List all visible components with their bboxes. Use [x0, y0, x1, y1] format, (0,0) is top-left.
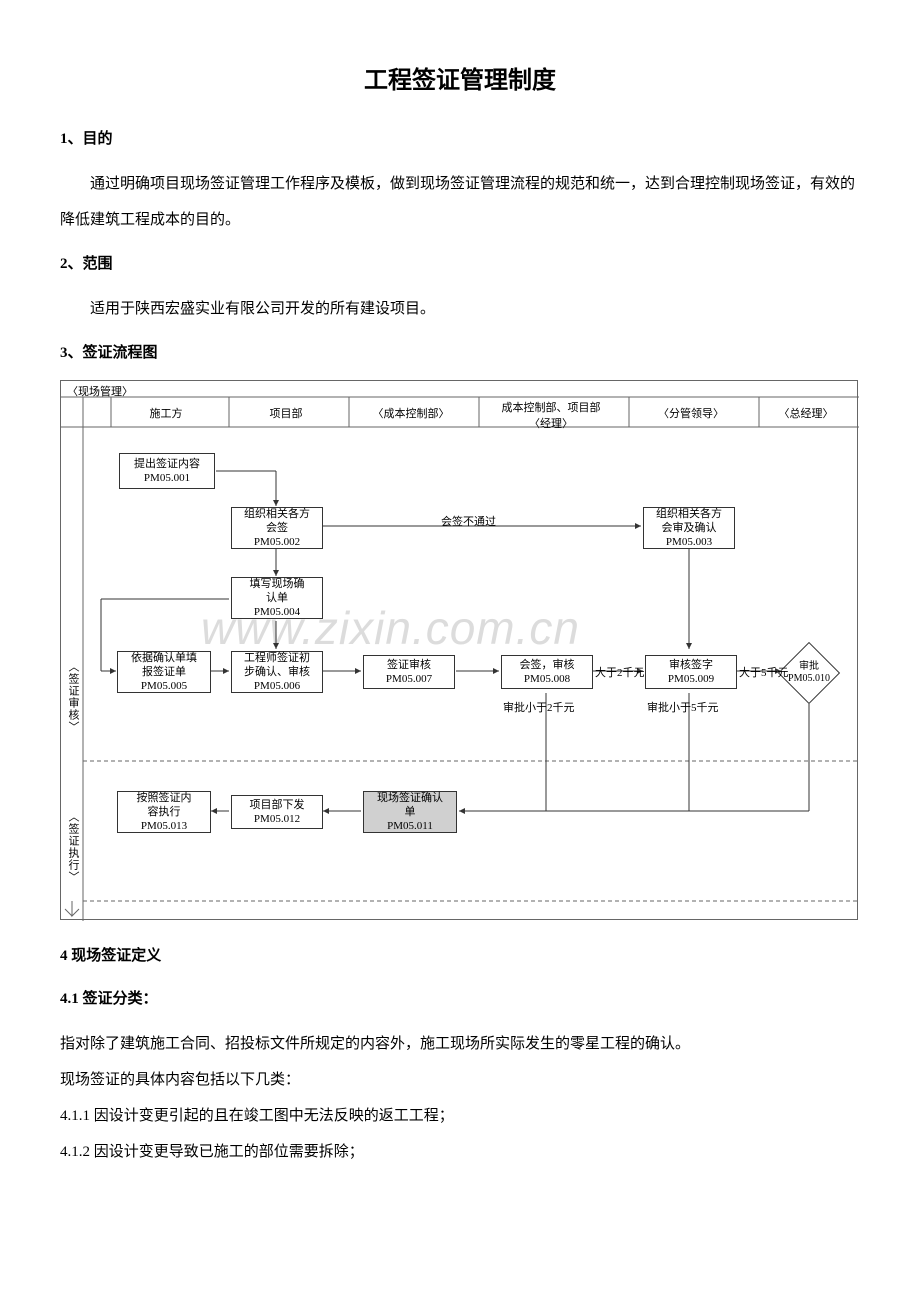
col-head-4: 成本控制部、项目部 〈经理〉 [481, 399, 621, 431]
node-pm05-012: 项目部下发 PM05.012 [231, 795, 323, 829]
node-code: PM05.013 [141, 819, 187, 833]
node-text: 单 [405, 805, 416, 819]
node-text: 认单 [266, 591, 288, 605]
section-4-1-1: 4.1.1 因设计变更引起的且在竣工图中无法反映的返工工程； [60, 1098, 860, 1134]
node-pm05-005: 依据确认单填 报签证单 PM05.005 [117, 651, 211, 693]
section-4-1-head: 4.1 签证分类： [60, 983, 860, 1016]
node-pm05-009: 审核签字 PM05.009 [645, 655, 737, 689]
node-text: 容执行 [148, 805, 181, 819]
section-1-head: 1、目的 [60, 123, 860, 156]
node-code: PM05.008 [524, 672, 570, 686]
node-pm05-003: 组织相关各方 会审及确认 PM05.003 [643, 507, 735, 549]
edge-label-lt5k: 审批小于5千元 [647, 699, 719, 715]
edge-label-fail: 会签不通过 [441, 513, 496, 529]
col-head-5: 〈分管领导〉 [631, 405, 751, 421]
node-pm05-010: 审批 PM05.010 [787, 651, 831, 695]
node-text: 提出签证内容 [134, 457, 200, 471]
col-head-1: 施工方 [111, 405, 221, 421]
node-text: 组织相关各方 [244, 507, 310, 521]
node-code: PM05.001 [144, 471, 190, 485]
node-code: PM05.011 [387, 819, 433, 833]
node-text: 会审及确认 [662, 521, 717, 535]
node-pm05-011: 现场签证确认 单 PM05.011 [363, 791, 457, 833]
node-code: PM05.007 [386, 672, 432, 686]
node-text: 步确认、审核 [244, 665, 310, 679]
node-pm05-013: 按照签证内 容执行 PM05.013 [117, 791, 211, 833]
node-text: 报签证单 [142, 665, 186, 679]
page-title: 工程签证管理制度 [60, 60, 860, 95]
row-label-1: 〈签证审核〉 [65, 661, 81, 733]
edge-label-gt5k: 大于5千元 [739, 664, 789, 680]
node-code: PM05.003 [666, 535, 712, 549]
flowchart-container: www.zixin.com.cn 〈现场管理〉 施工方 项目部 〈成本控制部〉 … [60, 380, 858, 920]
section-4-head: 4 现场签证定义 [60, 940, 860, 973]
section-3-head: 3、签证流程图 [60, 337, 860, 370]
node-text: 现场签证确认 [377, 791, 443, 805]
node-text: 项目部下发 [250, 798, 305, 812]
node-text: 填写现场确 [250, 577, 305, 591]
col-head-6: 〈总经理〉 [761, 405, 851, 421]
edge-label-gt2k: 大于2千元 [595, 664, 645, 680]
node-text: 签证审核 [387, 658, 431, 672]
node-pm05-008: 会签，审核 PM05.008 [501, 655, 593, 689]
node-code: PM05.010 [788, 673, 830, 685]
col-head-2: 项目部 [231, 405, 341, 421]
node-code: PM05.012 [254, 812, 300, 826]
node-pm05-002: 组织相关各方 会签 PM05.002 [231, 507, 323, 549]
section-4-1-2: 4.1.2 因设计变更导致已施工的部位需要拆除； [60, 1134, 860, 1170]
node-pm05-004: 填写现场确 认单 PM05.004 [231, 577, 323, 619]
edge-label-lt2k: 审批小于2千元 [503, 699, 575, 715]
node-text: 依据确认单填 [131, 651, 197, 665]
node-text: 会签，审核 [520, 658, 575, 672]
node-text: 会签 [266, 521, 288, 535]
section-4-1-body2: 现场签证的具体内容包括以下几类： [60, 1062, 860, 1098]
node-code: PM05.005 [141, 679, 187, 693]
node-text: 组织相关各方 [656, 507, 722, 521]
node-text: 工程师签证初 [244, 651, 310, 665]
node-code: PM05.009 [668, 672, 714, 686]
node-code: PM05.006 [254, 679, 300, 693]
node-text: 审批 [799, 661, 819, 673]
node-code: PM05.004 [254, 605, 300, 619]
node-code: PM05.002 [254, 535, 300, 549]
section-2-head: 2、范围 [60, 248, 860, 281]
node-pm05-006: 工程师签证初 步确认、审核 PM05.006 [231, 651, 323, 693]
stage-label-top: 〈现场管理〉 [67, 383, 133, 399]
section-1-body: 通过明确项目现场签证管理工作程序及模板，做到现场签证管理流程的规范和统一，达到合… [60, 166, 860, 238]
node-text: 按照签证内 [137, 791, 192, 805]
row-label-2: 〈签证执行〉 [65, 811, 81, 883]
section-2-body: 适用于陕西宏盛实业有限公司开发的所有建设项目。 [60, 291, 860, 327]
col-head-3: 〈成本控制部〉 [351, 405, 471, 421]
node-pm05-007: 签证审核 PM05.007 [363, 655, 455, 689]
node-text: 审核签字 [669, 658, 713, 672]
node-pm05-001: 提出签证内容 PM05.001 [119, 453, 215, 489]
section-4-1-body1: 指对除了建筑施工合同、招投标文件所规定的内容外，施工现场所实际发生的零星工程的确… [60, 1026, 860, 1062]
